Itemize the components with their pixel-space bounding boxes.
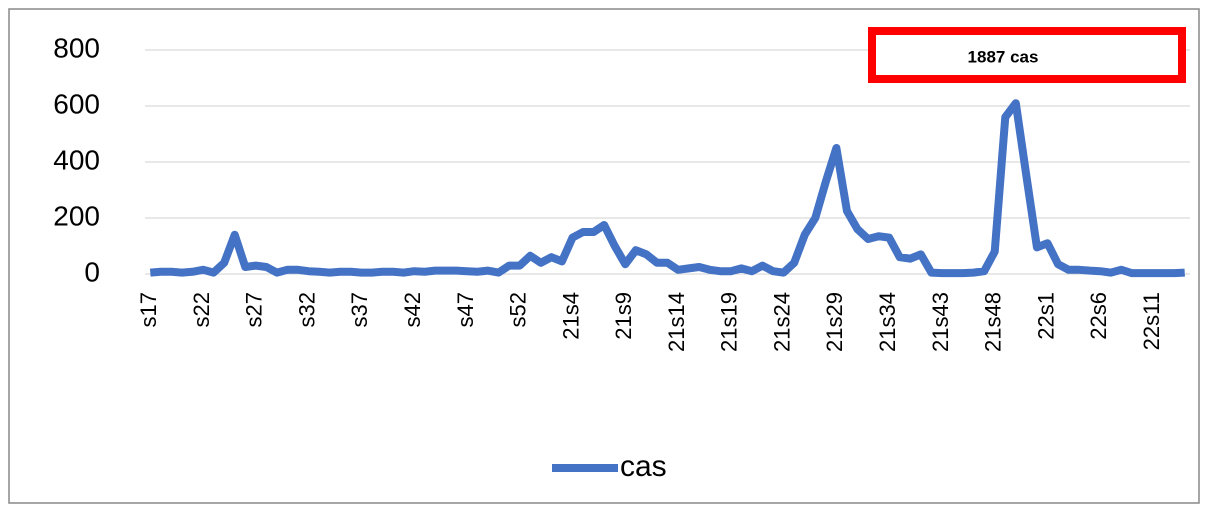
data-line [149,99,1185,278]
x-tick-label: 21s19 [717,292,742,352]
x-tick-label: s22 [189,292,214,327]
x-tick-label: s17 [136,292,161,327]
chart-frame [8,8,1200,504]
x-tick-label: s37 [347,292,372,327]
x-tick-label: s32 [294,292,319,327]
x-tick-label: s47 [453,292,478,327]
y-tick-label: 400 [53,144,100,175]
x-tick-label: 21s43 [928,292,953,352]
y-tick-label: 600 [53,88,100,119]
x-tick-label: 21s9 [611,292,636,340]
annotation: 1887 cas [968,47,1039,66]
x-tick-label: 22s11 [1139,292,1164,350]
y-tick-label: 800 [53,32,100,63]
x-tick-label: s27 [242,292,267,327]
x-tick-label: 21s4 [558,292,583,340]
y-tick-label: 200 [53,200,100,231]
x-tick-label: 21s14 [664,292,689,352]
x-tick-label: 22s1 [1033,292,1058,340]
x-tick-label: 21s34 [875,292,900,352]
annotation-box [868,27,1186,83]
x-tick-label: 21s29 [822,292,847,352]
x-tick-label: s42 [400,292,425,327]
y-tick-label: 0 [84,256,100,287]
x-tick-label: 21s48 [981,292,1006,352]
legend-label: cas [620,450,667,483]
x-tick-label: 22s6 [1086,292,1111,340]
x-tick-label: s52 [506,292,531,327]
x-tick-label: 21s24 [769,292,794,352]
